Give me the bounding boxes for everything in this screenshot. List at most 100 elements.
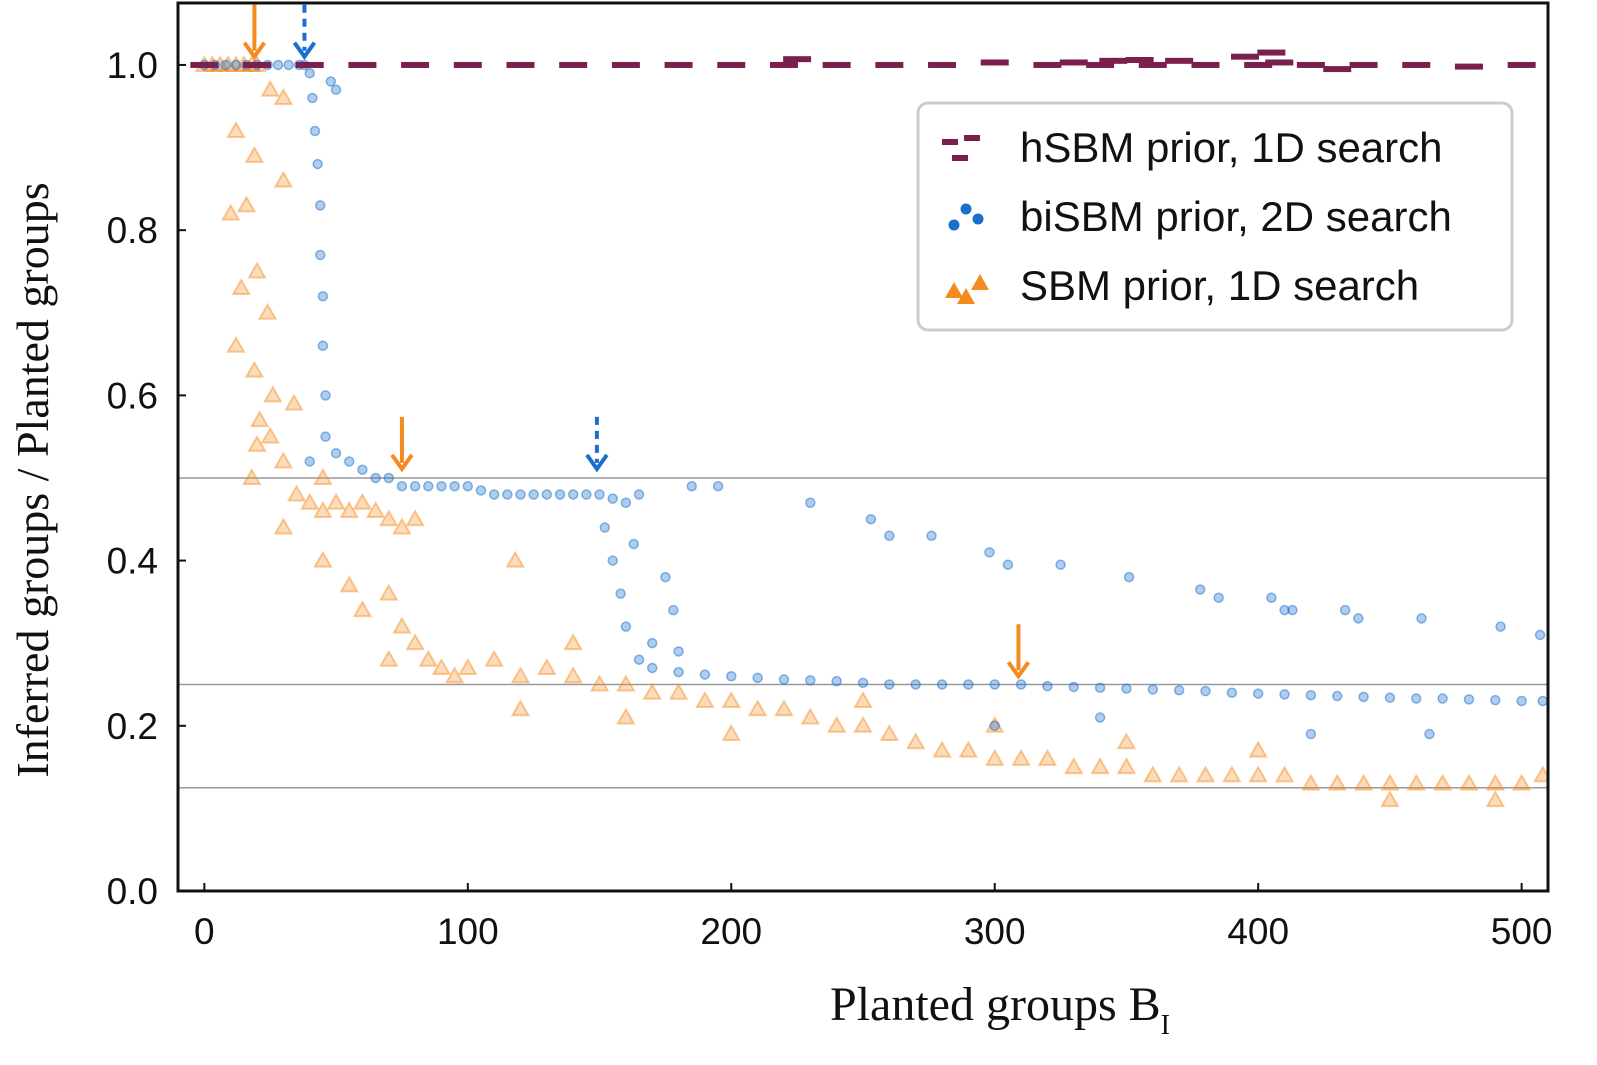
dash-point [1323,66,1352,73]
x-tick-label: 400 [1227,911,1289,952]
triangle-point [260,79,280,97]
circle-point [554,489,566,500]
circle-point [1226,687,1238,698]
triangle-point [853,690,873,709]
legend-marker [945,282,963,298]
triangle-point [244,145,265,163]
circle-point [1147,684,1159,695]
arrow-head [292,41,317,61]
triangle-point [260,426,280,444]
triangle-point [273,517,294,535]
triangle-point [563,666,583,684]
dash-point [1033,61,1062,68]
circle-point [1384,692,1396,703]
circle-point [1279,689,1290,700]
dash-point [1454,63,1483,70]
circle-point [1463,694,1475,705]
circle-point [502,489,513,500]
triangle-point [1116,732,1137,750]
triangle-point [263,385,283,403]
circle-point [528,489,539,500]
triangle-point [236,195,257,213]
dash-point [875,61,904,68]
circle-point [320,390,331,401]
triangle-point [510,699,531,717]
circle-point [449,480,460,492]
circle-point [1055,559,1066,570]
dash-point [1257,49,1286,56]
circle-point [436,480,447,492]
circle-point [1002,559,1014,570]
triangle-point [1037,748,1058,766]
dash-point [980,59,1009,66]
circle-point [646,637,658,649]
circle-point [230,59,242,71]
circle-point [1266,592,1277,604]
triangle-point [365,501,386,519]
circle-point [712,480,724,492]
dash-point [1244,61,1273,68]
circle-point [726,670,737,682]
circle-point [1516,695,1527,707]
circle-point [1305,689,1317,701]
circle-point [541,489,553,500]
circle-point [304,456,315,467]
circle-point [1279,604,1290,616]
triangle-point [721,690,741,709]
dash-point [1296,61,1325,68]
circle-point [1213,592,1224,604]
circle-point [857,677,869,689]
circle-point [926,530,937,542]
circle-point [370,472,381,484]
circle-point [330,447,342,459]
triangle-point [1353,773,1374,791]
triangle-point [1195,765,1216,783]
triangle-point [1380,790,1400,808]
triangle-point [220,203,241,221]
triangle-point [379,509,399,527]
triangle-point [379,649,399,667]
legend-marker [972,213,984,225]
legend-label: biSBM prior, 2D search [1020,193,1452,240]
triangle-point [505,550,525,568]
x-tick-label: 200 [700,911,762,952]
circle-point [1416,613,1427,624]
triangle-point [642,682,662,700]
circle-point [884,679,895,690]
circle-point [396,480,408,492]
circle-point [581,489,592,500]
circle-point [307,92,318,104]
triangle-point [1406,773,1426,791]
circle-point [778,674,790,685]
triangle-point [879,724,900,742]
circle-point [475,485,487,496]
circle-point [312,158,323,170]
triangle-point [1380,773,1400,791]
triangle-point [958,740,979,758]
circle-point [1534,629,1546,641]
triangle-point [405,633,425,651]
dash-point [1349,61,1378,68]
dash-point [1165,57,1194,64]
triangle-point [352,600,373,618]
triangle-point [932,740,952,758]
triangle-point [1143,765,1163,783]
circle-point [607,493,618,504]
circle-point [989,679,1000,690]
triangle-point [231,277,251,295]
circle-point [309,125,321,137]
triangle-point [1327,773,1347,791]
triangle-point [668,682,689,700]
dash-point [1402,61,1431,68]
triangle-point [800,707,821,725]
triangle-point [774,699,794,717]
triangle-point [1511,773,1532,791]
dash-point [1265,59,1294,66]
arrow-head [1006,661,1031,680]
triangle-point [247,434,267,452]
circle-point [567,489,579,500]
triangle-point [1301,773,1321,791]
circle-point [633,654,645,665]
dash-point [1059,59,1088,66]
